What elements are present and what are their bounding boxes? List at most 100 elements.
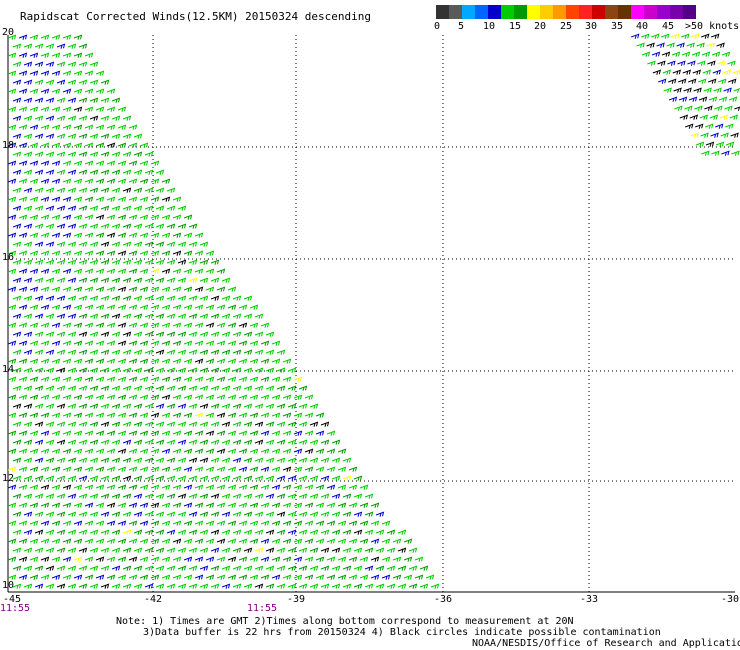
wind-barb [254,529,264,535]
wind-barb [150,520,160,526]
wind-barb [304,556,314,562]
wind-barb [161,376,171,382]
wind-barb [232,403,242,409]
wind-barb [249,484,259,490]
wind-barb [122,115,132,121]
wind-barb [34,223,44,229]
wind-barb [155,385,165,391]
wind-barb [56,223,66,229]
wind-barb [205,412,215,418]
wind-barb [117,268,127,274]
wind-barb [51,574,61,580]
wind-barb [106,214,116,220]
wind-barb [232,295,242,301]
wind-barb [51,52,61,58]
wind-barb [89,259,99,265]
wind-barb [298,583,308,589]
wind-barb [144,331,154,337]
wind-barb [51,502,61,508]
wind-barb [221,367,231,373]
wind-barb [67,133,77,139]
wind-barb [276,493,286,499]
wind-barb [172,250,182,256]
wind-barb [188,511,198,517]
wind-barb [348,520,358,526]
wind-barb [122,169,132,175]
wind-barb [238,484,248,490]
wind-barb [73,340,83,346]
wind-barb [78,115,88,121]
wind-barb [40,574,50,580]
wind-barb [78,151,88,157]
colorbar-label: 10 [483,21,496,32]
wind-barb [67,367,77,373]
wind-barb [45,259,55,265]
wind-barb [227,358,237,364]
lon-label-42: -42 [143,594,163,605]
wind-barb [386,529,396,535]
wind-barb [95,322,105,328]
wind-barb [84,322,94,328]
wind-barb [177,223,187,229]
colorbar-label: 30 [585,21,598,32]
wind-barb [128,358,138,364]
wind-barb [128,160,138,166]
wind-barb [84,214,94,220]
wind-barb [100,565,110,571]
wind-barb [62,196,72,202]
colorbar-segment [644,5,657,19]
wind-barb [183,448,193,454]
wind-barb [232,583,242,589]
wind-barb [260,520,270,526]
wind-barb [106,268,116,274]
wind-barb [177,439,187,445]
wind-barb [210,313,220,319]
wind-barb [732,69,740,75]
wind-barb [194,340,204,346]
wind-barb [23,61,33,67]
wind-barb [12,385,22,391]
wind-barb [249,412,259,418]
wind-barb [144,403,154,409]
wind-barb [364,529,374,535]
wind-barb [29,448,39,454]
wind-barb [40,430,50,436]
wind-barb [155,511,165,517]
wind-barb [674,105,683,111]
wind-barb [205,556,215,562]
wind-barb [51,124,61,130]
wind-barb [183,322,193,328]
wind-barb [177,403,187,409]
wind-barb [392,574,402,580]
wind-barb [221,547,231,553]
wind-barb [56,349,66,355]
wind-barb [282,556,292,562]
wind-barb [161,538,171,544]
wind-barb [95,358,105,364]
wind-barb [298,565,308,571]
wind-barb [298,529,308,535]
wind-barb [111,385,121,391]
wind-barb [40,268,50,274]
wind-barb [326,574,336,580]
wind-barb [227,412,237,418]
wind-barb [183,556,193,562]
wind-barb [315,502,325,508]
wind-barb [12,583,22,589]
wind-barb [78,295,88,301]
wind-barb [688,96,698,102]
wind-barb [128,250,138,256]
wind-barb [67,79,77,85]
wind-barb [95,538,105,544]
wind-barb [227,556,237,562]
wind-barb [188,583,198,589]
wind-barb [18,358,28,364]
wind-barb [29,412,39,418]
wind-barb [188,421,198,427]
wind-barb [51,520,61,526]
wind-barb [122,583,132,589]
wind-barb [708,78,717,84]
lat-label-20: 20 [2,27,15,38]
wind-barb [18,448,28,454]
wind-barb [265,565,275,571]
